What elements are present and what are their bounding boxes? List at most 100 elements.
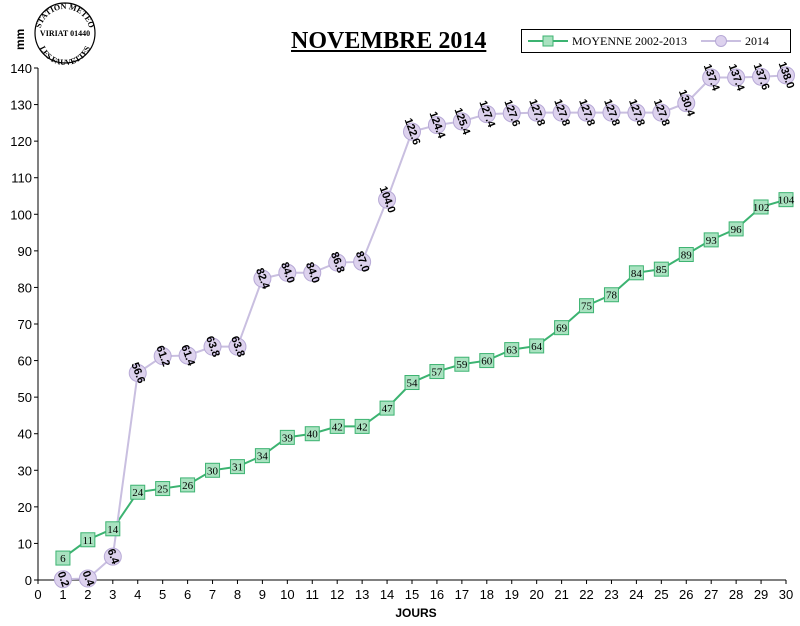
x-tick-label: 29 — [754, 587, 768, 602]
moyenne-point — [105, 521, 121, 537]
x-tick-label: 14 — [380, 587, 394, 602]
series2014-point — [328, 253, 347, 272]
x-tick-label: 11 — [306, 587, 320, 602]
moyenne-point — [678, 247, 694, 263]
series2014-point — [228, 337, 247, 356]
series2014-point — [253, 269, 272, 288]
moyenne-data-label: 96 — [731, 224, 743, 236]
x-tick-label: 1 — [59, 587, 66, 602]
series2014-point — [427, 116, 446, 135]
x-tick-label: 27 — [704, 587, 718, 602]
moyenne-point — [479, 353, 495, 369]
x-tick-label: 6 — [184, 587, 191, 602]
moyenne-point — [229, 459, 245, 475]
moyenne-point — [404, 375, 420, 391]
moyenne-data-label: 25 — [157, 484, 169, 496]
moyenne-point — [429, 364, 445, 380]
y-tick-label: 140 — [10, 61, 32, 76]
legend-label-2014: 2014 — [745, 33, 769, 48]
x-tick-label: 8 — [234, 587, 241, 602]
series2014-point — [652, 103, 671, 122]
series2014-data-label: 0.2 — [55, 570, 72, 588]
moyenne-data-label: 78 — [606, 290, 618, 302]
series2014-point — [752, 67, 771, 86]
y-tick-label: 70 — [18, 317, 32, 332]
moyenne-point — [354, 418, 370, 434]
series2014-point — [627, 103, 646, 122]
moyenne-data-label: 63 — [506, 345, 518, 357]
x-tick-label: 30 — [779, 587, 793, 602]
moyenne-point — [753, 199, 769, 215]
series2014-point — [477, 105, 496, 124]
moyenne-point — [728, 221, 744, 237]
moyenne-point — [180, 477, 196, 493]
moyenne-data-label: 64 — [531, 341, 543, 353]
x-tick-label: 16 — [430, 587, 444, 602]
series2014-point — [602, 103, 621, 122]
x-tick-label: 9 — [259, 587, 266, 602]
y-tick-label: 50 — [18, 390, 32, 405]
moyenne-point — [155, 481, 171, 497]
x-tick-label: 26 — [679, 587, 693, 602]
series2014-point — [552, 103, 571, 122]
series2014-point — [577, 103, 596, 122]
series2014-point — [403, 122, 421, 141]
moyenne-data-label: 60 — [481, 356, 493, 368]
x-tick-label: 2 — [84, 587, 91, 602]
series2014-point — [128, 364, 147, 383]
moyenne-data-label: 54 — [407, 378, 419, 390]
moyenne-point — [529, 338, 545, 354]
moyenne-data-label: 34 — [257, 451, 269, 463]
moyenne-point — [504, 342, 520, 358]
y-tick-label: 90 — [18, 244, 32, 259]
moyenne-point — [703, 232, 719, 248]
station-logo: STATION METEO VIRIAT 01440 LES FAUVETTES — [30, 0, 100, 67]
x-tick-label: 21 — [554, 587, 568, 602]
moyenne-point — [379, 400, 395, 416]
moyenne-point — [579, 298, 595, 314]
series2014-point — [727, 68, 746, 87]
x-tick-label: 4 — [134, 587, 141, 602]
series2014-point — [303, 263, 322, 282]
moyenne-data-label: 85 — [656, 264, 668, 276]
moyenne-data-label: 84 — [631, 268, 643, 280]
moyenne-point — [628, 265, 644, 281]
moyenne-data-label: 40 — [307, 429, 319, 441]
logo-line2: VIRIAT 01440 — [40, 29, 90, 38]
chart-title: NOVEMBRE 2014 — [291, 28, 487, 54]
moyenne-data-label: 42 — [332, 421, 343, 433]
moyenne-data-label: 89 — [681, 250, 693, 262]
moyenne-data-label: 39 — [282, 432, 294, 444]
series2014-point — [702, 68, 721, 87]
moyenne-data-label: 11 — [83, 535, 94, 547]
y-tick-label: 60 — [18, 354, 32, 369]
series2014-point — [103, 547, 122, 566]
x-tick-label: 13 — [355, 587, 369, 602]
series-line-0 — [62, 198, 787, 559]
x-tick-label: 3 — [109, 587, 116, 602]
legend-swatch-moyenne — [528, 35, 568, 47]
legend-swatch-2014 — [701, 35, 741, 47]
moyenne-data-label: 30 — [207, 465, 219, 477]
y-tick-label: 120 — [10, 134, 32, 149]
moyenne-data-label: 26 — [182, 480, 194, 492]
x-tick-label: 12 — [330, 587, 344, 602]
series2014-point — [777, 66, 795, 85]
moyenne-data-label: 31 — [232, 462, 243, 474]
moyenne-point — [304, 426, 320, 442]
legend-entry-2014: 2014 — [701, 34, 769, 49]
series2014-point — [203, 337, 222, 356]
series2014-point — [452, 112, 471, 131]
y-tick-label: 130 — [10, 98, 32, 113]
x-tick-label: 25 — [654, 587, 668, 602]
moyenne-point — [279, 429, 295, 445]
x-tick-label: 0 — [34, 587, 41, 602]
x-tick-label: 28 — [729, 587, 743, 602]
x-tick-label: 22 — [579, 587, 593, 602]
moyenne-data-label: 69 — [556, 323, 568, 335]
moyenne-data-label: 42 — [357, 421, 368, 433]
moyenne-point — [454, 356, 470, 372]
moyenne-data-label: 102 — [753, 202, 770, 214]
y-axis-label: mm — [13, 28, 27, 50]
